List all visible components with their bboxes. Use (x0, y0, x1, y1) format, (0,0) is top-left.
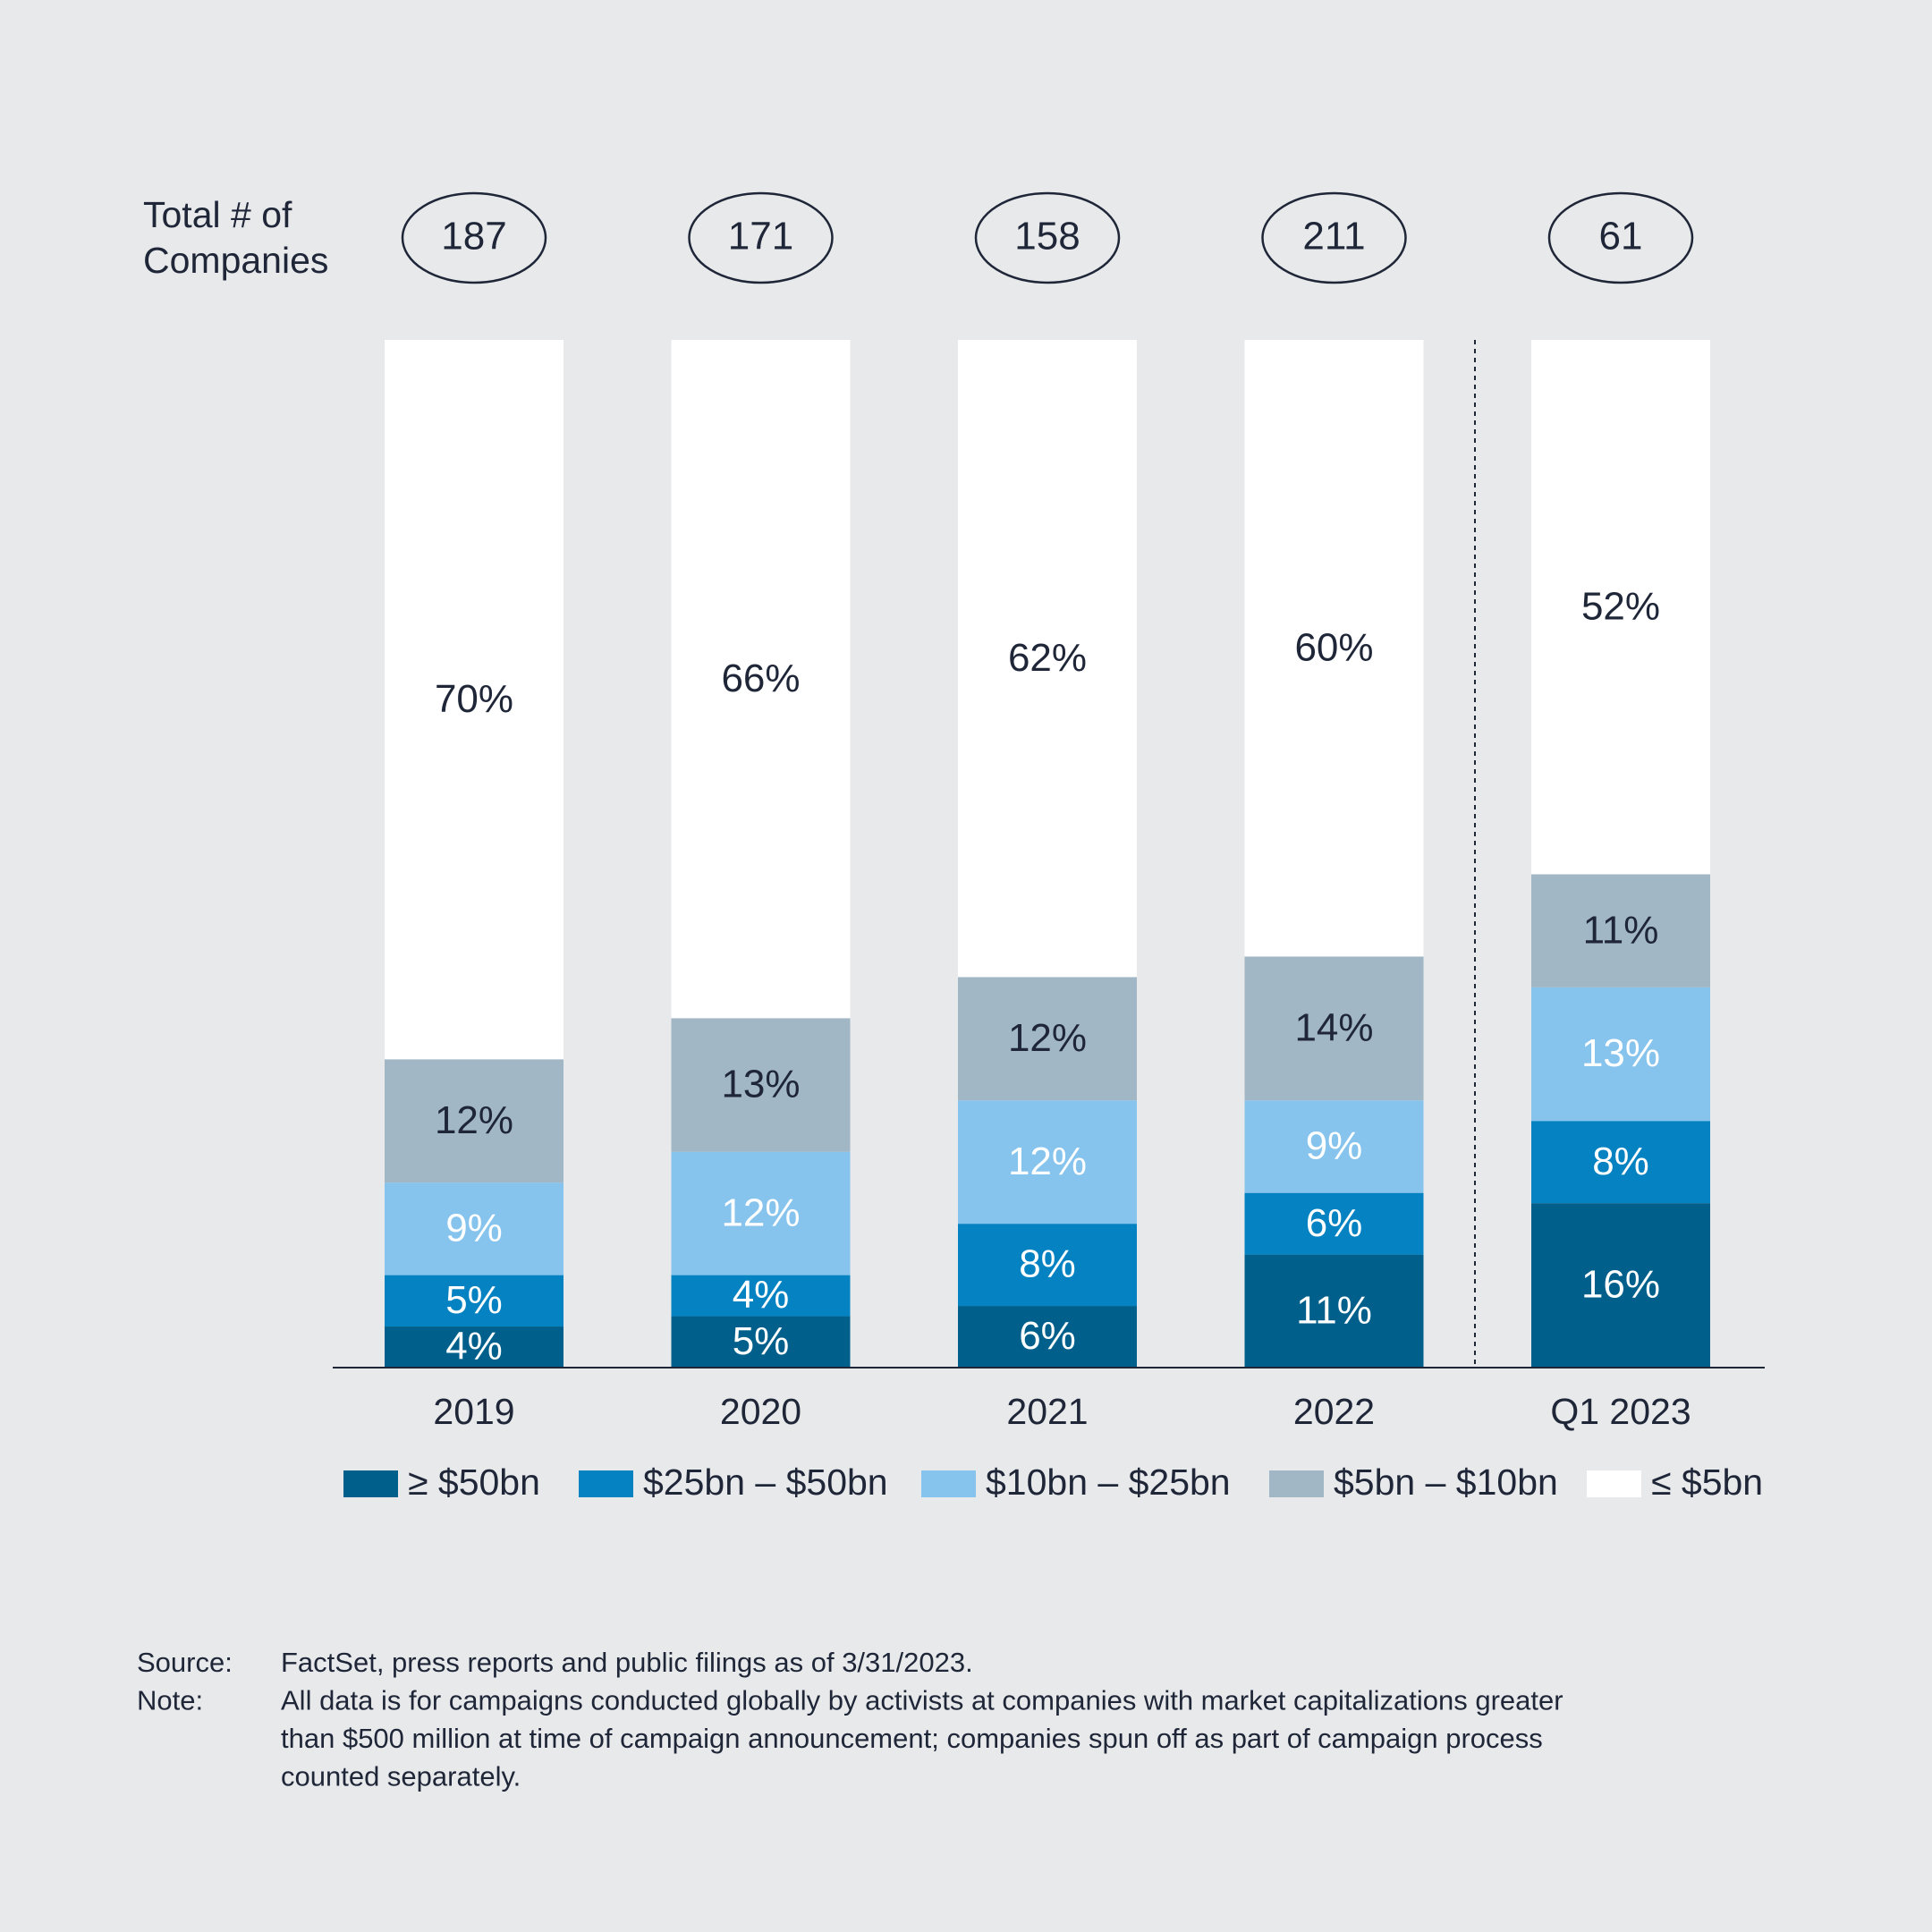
bar-segment (958, 977, 1137, 1101)
x-tick-label: Q1 2023 (1550, 1391, 1690, 1432)
bar-segment (1244, 340, 1424, 957)
bar-segment (385, 1275, 564, 1327)
total-value: 187 (441, 215, 506, 258)
total-value: 158 (1014, 215, 1080, 258)
bar-segment (671, 1316, 851, 1368)
data-label: 14% (1294, 1005, 1373, 1049)
data-label: 12% (435, 1098, 513, 1142)
bar-segment (1531, 1203, 1710, 1368)
bar-segment (385, 1059, 564, 1183)
legend-label: $5bn – $10bn (1334, 1462, 1558, 1503)
data-label: 11% (1583, 908, 1659, 952)
bar-segment (1531, 874, 1710, 987)
x-tick-label: 2022 (1293, 1391, 1375, 1432)
legend-label: $25bn – $50bn (643, 1462, 888, 1503)
total-ellipse (1547, 191, 1694, 284)
x-tick-label: 2020 (720, 1391, 801, 1432)
note-label: Note: (137, 1685, 203, 1716)
bar-segment (1244, 1192, 1424, 1255)
bar-segment (1531, 987, 1710, 1122)
data-label: 4% (445, 1325, 503, 1368)
data-label: 8% (1019, 1242, 1076, 1286)
bar-segment (1531, 340, 1710, 875)
data-label: 66% (721, 657, 800, 700)
bar-segment (671, 1151, 851, 1275)
totals-label: Total # of Companies (143, 194, 329, 281)
legend-swatch (343, 1470, 398, 1497)
data-label: 9% (1306, 1124, 1363, 1168)
legend-label: ≤ $5bn (1651, 1462, 1763, 1503)
bar-segment (958, 340, 1137, 978)
data-label: 13% (721, 1063, 800, 1106)
bar-segment (958, 1100, 1137, 1224)
x-tick-label: 2021 (1006, 1391, 1088, 1432)
bar-segment (1531, 1121, 1710, 1204)
note-text: All data is for campaigns conducted glob… (281, 1685, 1563, 1716)
data-label: 62% (1008, 636, 1087, 680)
data-label: 70% (435, 677, 513, 721)
bar-segment (671, 1275, 851, 1317)
legend-label: $10bn – $25bn (986, 1462, 1231, 1503)
legend-swatch (1269, 1470, 1324, 1497)
bar-segment (1244, 1100, 1424, 1193)
data-label: 11% (1296, 1288, 1372, 1332)
data-label: 12% (1008, 1016, 1087, 1060)
x-tick-label: 2019 (433, 1391, 514, 1432)
legend-swatch (1587, 1470, 1641, 1497)
data-label: 4% (733, 1273, 790, 1317)
total-ellipse (401, 191, 547, 284)
total-ellipse (1261, 191, 1407, 284)
data-label: 8% (1592, 1140, 1649, 1183)
data-label: 6% (1019, 1314, 1076, 1358)
bar-segment (671, 340, 851, 1019)
data-label: 13% (1581, 1031, 1660, 1075)
note-text: counted separately. (281, 1761, 521, 1792)
total-value: 211 (1302, 215, 1365, 258)
bar-segment (1244, 1254, 1424, 1368)
legend-swatch (579, 1470, 633, 1497)
bar-segment (958, 1224, 1137, 1307)
note-text: FactSet, press reports and public filing… (281, 1647, 973, 1678)
note-label: Source: (137, 1647, 233, 1678)
legend-label: ≥ $50bn (408, 1462, 540, 1503)
note-text: than $500 million at time of campaign an… (281, 1723, 1543, 1754)
data-label: 16% (1581, 1263, 1660, 1307)
data-label: 12% (721, 1191, 800, 1234)
data-label: 9% (445, 1207, 503, 1250)
bar-segment (1244, 956, 1424, 1101)
data-label: 5% (445, 1278, 503, 1322)
data-label: 12% (1008, 1140, 1087, 1183)
legend-swatch (921, 1470, 976, 1497)
total-ellipse (688, 191, 834, 284)
data-label: 60% (1294, 625, 1373, 669)
bar-segment (385, 1182, 564, 1275)
bar-segment (958, 1306, 1137, 1368)
total-value: 171 (728, 215, 793, 258)
total-value: 61 (1599, 215, 1643, 258)
totals-label-box: Total # of Companies (143, 194, 329, 281)
data-label: 52% (1581, 584, 1660, 628)
data-label: 6% (1306, 1201, 1363, 1245)
bar-segment (385, 1326, 564, 1368)
bar-segment (671, 1018, 851, 1152)
total-ellipse (974, 191, 1121, 284)
bar-segment (385, 340, 564, 1060)
data-label: 5% (733, 1319, 790, 1363)
